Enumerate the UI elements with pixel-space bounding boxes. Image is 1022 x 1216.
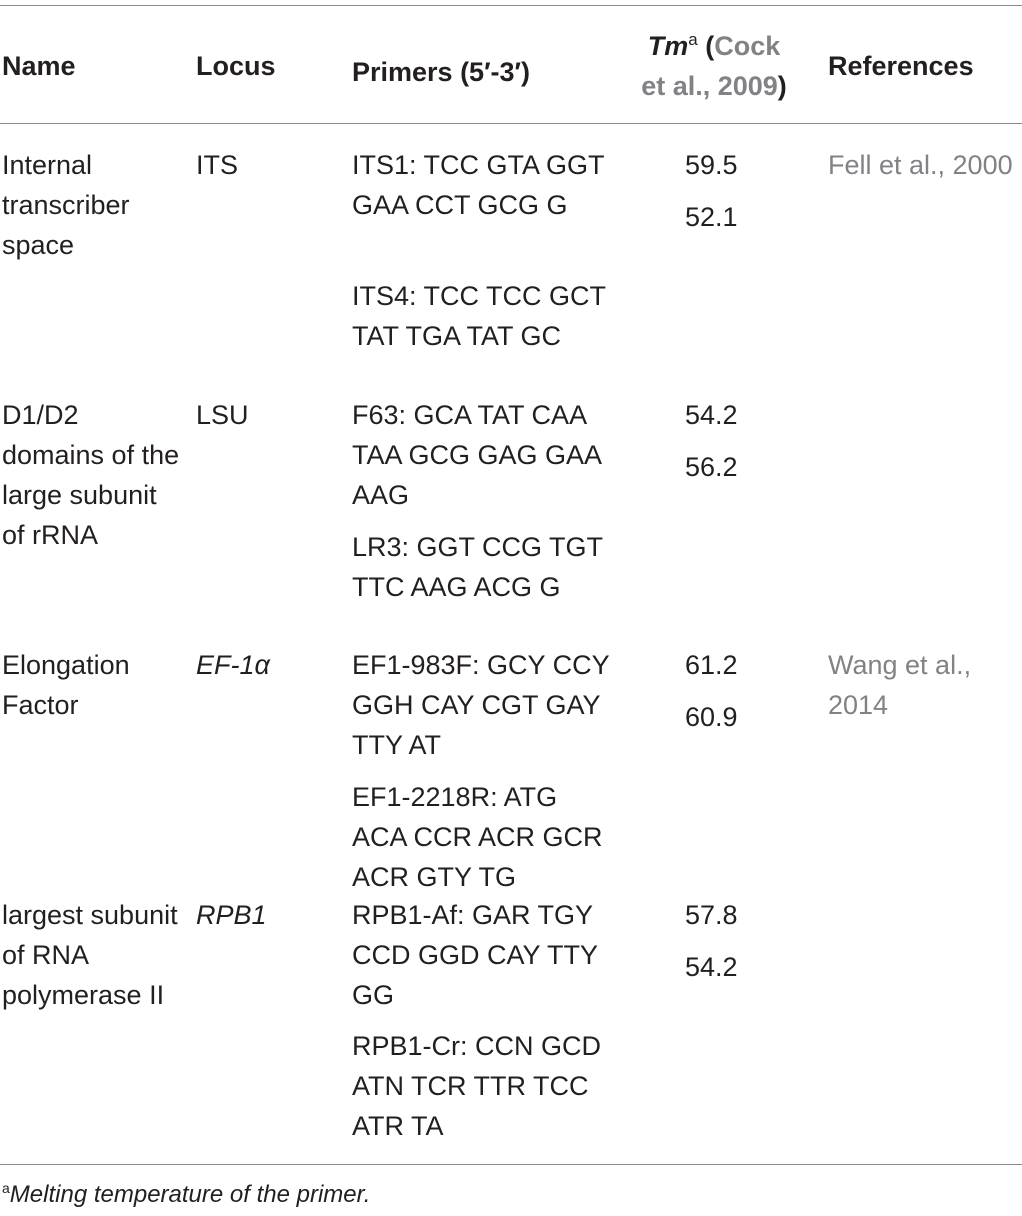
row-2-locus: LSU <box>196 400 249 430</box>
table-bottom-rule <box>0 1164 1022 1165</box>
row-3-tm-forward: 61.2 <box>685 650 738 680</box>
row-1-locus: ITS <box>196 150 239 180</box>
row-4-locus: RPB1 <box>196 900 267 930</box>
row-3-locus: EF-1α <box>196 650 270 680</box>
header-locus: Locus <box>196 51 276 81</box>
header-tm-label: Tm <box>647 31 689 61</box>
header-tm-citation-link-2[interactable]: et al., 2009 <box>641 71 778 101</box>
header-tm-close: ) <box>777 71 787 101</box>
row-1-name: Internal transcriber space <box>2 150 130 260</box>
header-tm: Tma (Cock et al., 2009) <box>634 26 794 106</box>
row-4-name: largest subunit of RNA polymerase II <box>2 900 178 1010</box>
row-4-tm-reverse: 54.2 <box>685 952 738 982</box>
row-1-tm-reverse: 52.1 <box>685 202 738 232</box>
row-2-primer-reverse: LR3: GGT CCG TGT TTC AAG ACG G <box>352 532 603 602</box>
footnote-text: Melting temperature of the primer. <box>9 1181 371 1208</box>
row-1-reference-link[interactable]: Fell et al., 2000 <box>828 150 1013 180</box>
row-4-tm-forward: 57.8 <box>685 900 738 930</box>
header-rule <box>0 123 1022 124</box>
row-3-primer-reverse: EF1-2218R: ATG ACA CCR ACR GCR ACR GTY T… <box>352 782 603 892</box>
table-top-rule <box>0 5 1022 6</box>
table-footnote: aMelting temperature of the primer. <box>2 1180 370 1210</box>
row-1-primer-reverse: ITS4: TCC TCC GCT TAT TGA TAT GC <box>352 281 606 351</box>
row-1-primer-forward: ITS1: TCC GTA GGT GAA CCT GCG G <box>352 150 605 220</box>
row-3-reference-link[interactable]: Wang et al., 2014 <box>828 650 972 720</box>
footnote-marker: a <box>2 1180 10 1196</box>
row-3-tm-reverse: 60.9 <box>685 702 738 732</box>
row-2-tm-forward: 54.2 <box>685 400 738 430</box>
header-tm-open: ( <box>697 31 715 61</box>
row-4-primer-forward: RPB1-Af: GAR TGY CCD GGD CAY TTY GG <box>352 900 598 1010</box>
row-2-tm-reverse: 56.2 <box>685 452 738 482</box>
header-tm-citation-link[interactable]: Cock <box>714 31 781 61</box>
header-references: References <box>828 51 974 81</box>
row-3-name: Elongation Factor <box>2 650 130 720</box>
row-2-primer-forward: F63: GCA TAT CAA TAA GCG GAG GAA AAG <box>352 400 601 510</box>
row-2-name: D1/D2 domains of the large subunit of rR… <box>2 400 180 550</box>
row-3-primer-forward: EF1-983F: GCY CCY GGH CAY CGT GAY TTY AT <box>352 650 610 760</box>
row-1-tm-forward: 59.5 <box>685 150 738 180</box>
header-name: Name <box>2 51 76 81</box>
row-4-primer-reverse: RPB1-Cr: CCN GCD ATN TCR TTR TCC ATR TA <box>352 1031 602 1141</box>
header-primers: Primers (5′-3′) <box>352 57 531 87</box>
header-tm-superscript: a <box>688 30 698 49</box>
